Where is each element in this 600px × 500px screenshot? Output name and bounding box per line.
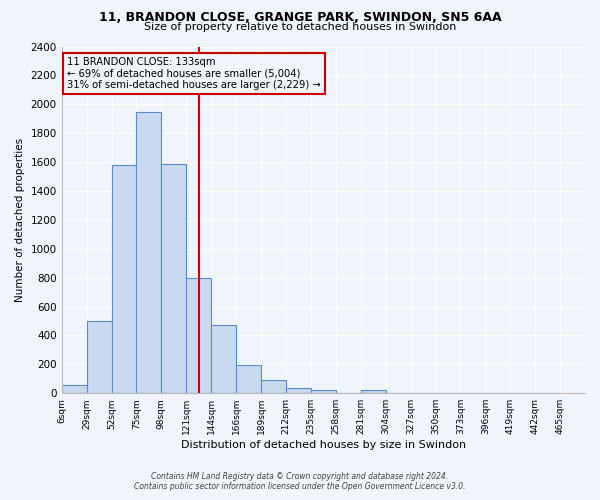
- Bar: [361, 390, 386, 393]
- Bar: [186, 278, 211, 393]
- Text: Contains HM Land Registry data © Crown copyright and database right 2024.
Contai: Contains HM Land Registry data © Crown c…: [134, 472, 466, 491]
- Bar: [62, 386, 86, 393]
- Bar: [112, 165, 136, 393]
- X-axis label: Distribution of detached houses by size in Swindon: Distribution of detached houses by size …: [181, 440, 466, 450]
- Bar: [236, 365, 261, 393]
- Text: 11, BRANDON CLOSE, GRANGE PARK, SWINDON, SN5 6AA: 11, BRANDON CLOSE, GRANGE PARK, SWINDON,…: [98, 11, 502, 24]
- Bar: [86, 321, 112, 393]
- Bar: [136, 112, 161, 393]
- Text: 11 BRANDON CLOSE: 133sqm
← 69% of detached houses are smaller (5,004)
31% of sem: 11 BRANDON CLOSE: 133sqm ← 69% of detach…: [67, 57, 320, 90]
- Bar: [286, 388, 311, 393]
- Bar: [311, 390, 336, 393]
- Bar: [261, 380, 286, 393]
- Text: Size of property relative to detached houses in Swindon: Size of property relative to detached ho…: [144, 22, 456, 32]
- Bar: [211, 324, 236, 393]
- Y-axis label: Number of detached properties: Number of detached properties: [15, 138, 25, 302]
- Bar: [161, 164, 186, 393]
